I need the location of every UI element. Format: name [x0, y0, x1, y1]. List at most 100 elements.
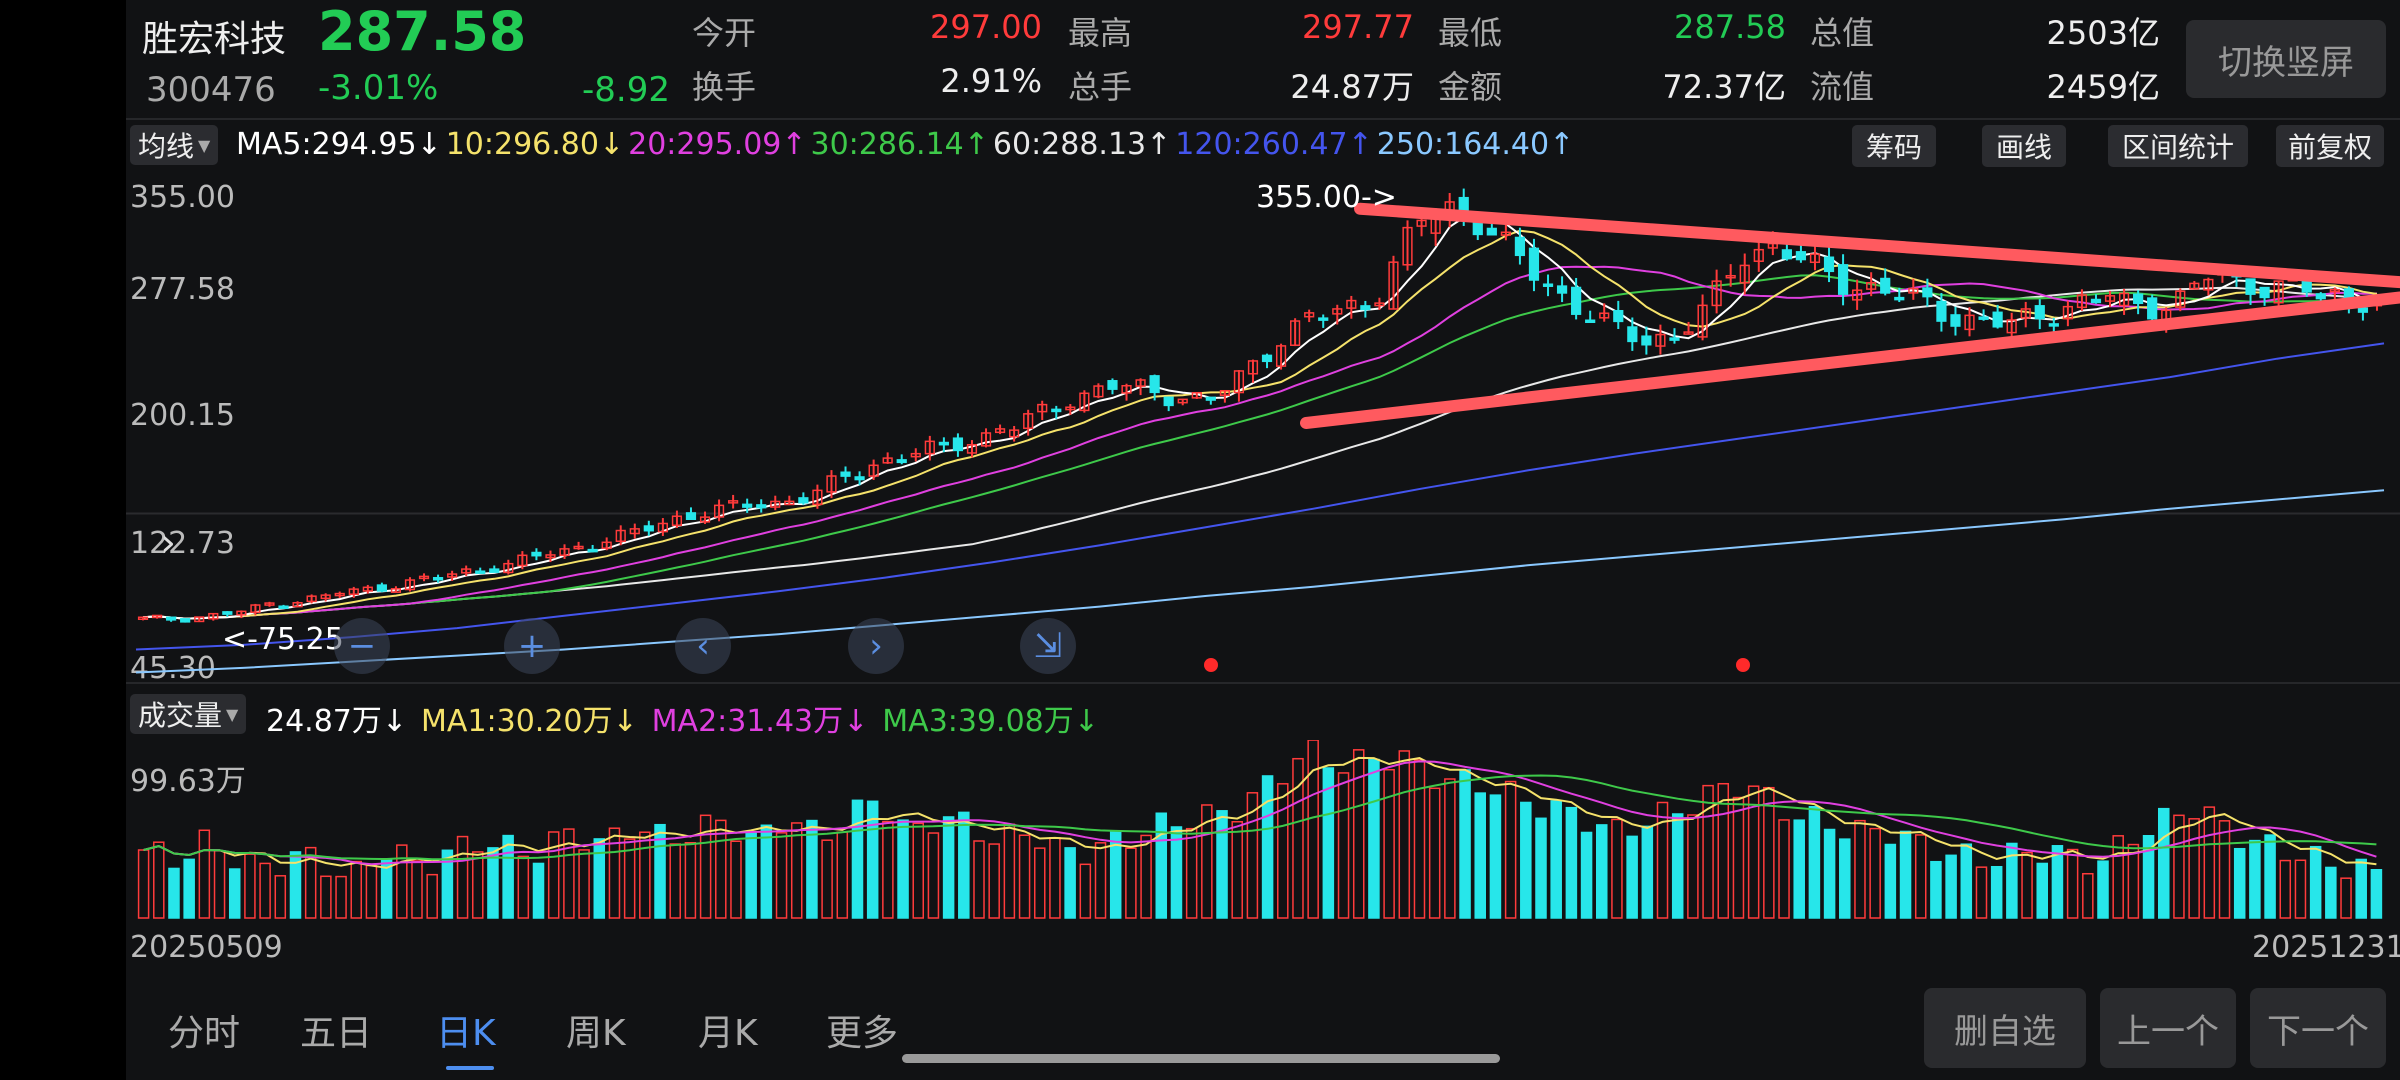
candlestick-chart[interactable]: [126, 170, 2400, 682]
low-value: 75.25: [257, 622, 344, 657]
volume-bar: [1428, 787, 1441, 919]
stat-label: 换手: [692, 68, 757, 106]
bottom-action-button[interactable]: 下一个: [2250, 988, 2386, 1068]
candle-body: [1655, 333, 1666, 347]
volume-bar: [153, 841, 165, 919]
candle-body: [840, 471, 851, 477]
volume-bar: [1763, 786, 1775, 919]
event-marker: [1204, 658, 1218, 672]
volume-bar: [1626, 835, 1638, 919]
volume-bar: [411, 860, 423, 919]
price-axis-label: 355.00: [130, 180, 235, 215]
volume-bar: [912, 822, 925, 919]
candle-body: [1023, 413, 1034, 430]
candle-body: [1290, 320, 1301, 346]
candle-body: [1177, 398, 1188, 404]
volume-bar: [304, 846, 317, 919]
ma-selector[interactable]: 均线 ▼: [130, 125, 219, 165]
volume-bar: [2082, 872, 2094, 919]
candle-body: [1711, 280, 1722, 307]
volume-ma1-line: [143, 756, 2377, 869]
scroll-left-icon[interactable]: ‹: [675, 618, 731, 674]
volume-bar: [1960, 843, 1973, 919]
volume-bar: [1003, 823, 1016, 919]
stock-name: 胜宏科技: [142, 19, 287, 60]
switch-portrait-button[interactable]: 切换竖屏: [2186, 20, 2386, 98]
volume-bar: [836, 831, 849, 919]
chevron-down-icon: ▼: [198, 135, 211, 155]
bottom-action-button[interactable]: 上一个: [2100, 988, 2236, 1068]
volume-bar: [2355, 858, 2367, 919]
ma-value: MA5:294.95↓: [236, 127, 442, 162]
candle-body: [1416, 219, 1427, 227]
stat-value: 2.91%: [940, 62, 1042, 100]
volume-bar: [1398, 750, 1411, 919]
candle-body: [1079, 392, 1090, 412]
volume-bar: [730, 840, 742, 919]
tab-period[interactable]: 日K: [436, 1013, 496, 1054]
volume-chart: [137, 740, 2383, 919]
candle-body: [432, 577, 444, 581]
ma10-line: [142, 229, 2378, 620]
ma-value: 60:288.13↑: [992, 127, 1172, 162]
candle-body: [2147, 297, 2158, 320]
candle-body: [292, 602, 303, 608]
chart-tool-button[interactable]: 筹码: [1852, 125, 1936, 167]
fit-icon[interactable]: ⇲: [1020, 618, 1076, 674]
expand-left-icon[interactable]: ›: [160, 520, 176, 566]
tab-period[interactable]: 周K: [566, 1013, 626, 1054]
bottom-action-button[interactable]: 删自选: [1924, 988, 2086, 1068]
volume-bar: [1747, 785, 1760, 919]
tab-period[interactable]: 更多: [826, 1013, 899, 1054]
stat-label: 金额: [1438, 68, 1503, 106]
volume-bar: [244, 853, 256, 919]
candle-body: [390, 588, 402, 593]
ma20-line: [142, 265, 2378, 620]
candle-body: [531, 551, 542, 557]
candle-body: [447, 573, 458, 578]
chart-tool-button[interactable]: 区间统计: [2108, 125, 2248, 167]
volume-bar: [1899, 830, 1912, 919]
candle-body: [1627, 326, 1638, 343]
candle-body: [1978, 316, 1989, 320]
chart-tool-button[interactable]: 前复权: [2276, 125, 2384, 167]
candle-body: [2118, 292, 2130, 307]
volume-bar: [669, 843, 681, 919]
stat-label: 总手: [1068, 68, 1133, 106]
volume-bar: [958, 811, 970, 919]
stat-label: 流值: [1810, 68, 1875, 106]
volume-bar: [1975, 866, 1988, 919]
volume-bar: [699, 814, 712, 919]
candle-body: [2034, 305, 2045, 320]
ma-value: 20:295.09↑: [628, 127, 807, 162]
volume-bar: [1869, 827, 1881, 919]
zoom-in-icon[interactable]: +: [504, 618, 560, 674]
candle-body: [699, 516, 711, 523]
volume-bar: [1611, 818, 1623, 919]
candle-body: [2357, 307, 2369, 313]
volume-selector[interactable]: 成交量 ▼: [130, 694, 247, 734]
candle-body: [1486, 227, 1497, 236]
candle-body: [503, 562, 514, 574]
zoom-out-icon[interactable]: −: [334, 618, 390, 674]
tab-period[interactable]: 月K: [698, 1013, 758, 1054]
candle-body: [1599, 312, 1610, 319]
candle-body: [1093, 385, 1104, 398]
volume-bar: [1687, 814, 1699, 919]
volume-bar: [426, 873, 438, 919]
tab-period[interactable]: 分时: [168, 1013, 241, 1054]
candle-body: [826, 475, 837, 493]
volume-bar: [2340, 877, 2352, 919]
candle-body: [1528, 247, 1540, 281]
chart-tool-button[interactable]: 画线: [1982, 125, 2066, 167]
volume-bar: [2203, 806, 2216, 919]
volume-bar: [684, 841, 697, 919]
tab-period[interactable]: 五日: [300, 1013, 373, 1054]
scroll-right-icon[interactable]: ›: [848, 618, 904, 674]
volume-bar: [942, 816, 955, 919]
candle-body: [2062, 305, 2073, 320]
candle-body: [278, 605, 289, 609]
candle-body: [1697, 304, 1708, 338]
candle-body: [1950, 314, 1961, 327]
volume-bar: [1702, 784, 1714, 919]
